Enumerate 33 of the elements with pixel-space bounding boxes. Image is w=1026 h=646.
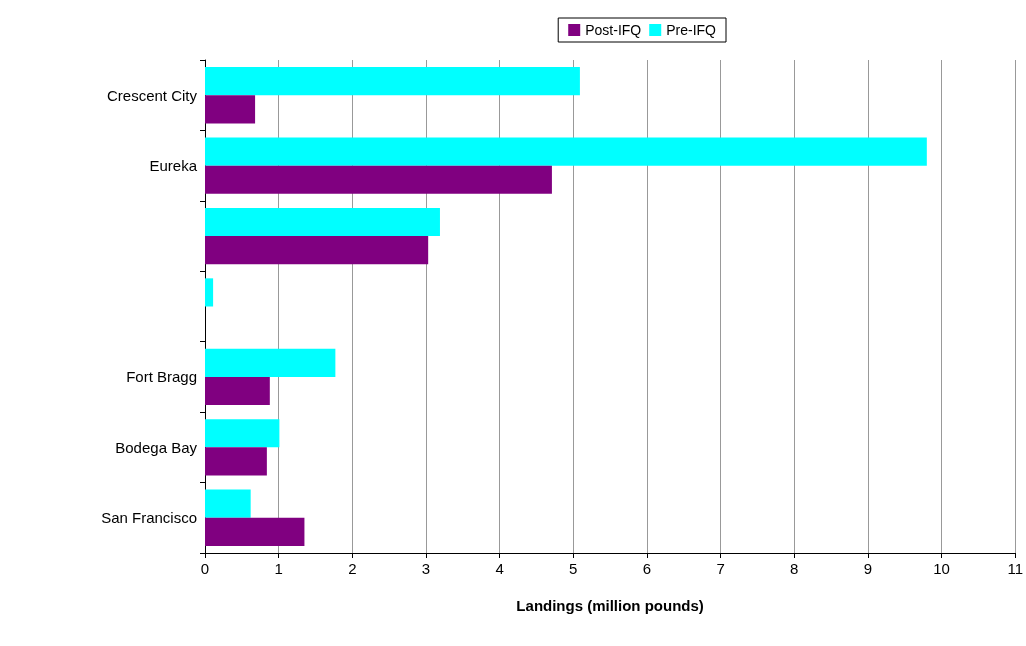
x-tick-label: 4 (495, 560, 504, 577)
x-tick-label: 9 (863, 560, 873, 577)
y-tick-label: Bodega Bay (115, 438, 198, 456)
x-tick-label: 6 (642, 560, 652, 577)
legend-label: Pre-IFQ (666, 22, 717, 38)
bar (205, 517, 305, 546)
y-tick-label: Eureka (149, 157, 198, 175)
x-tick-label: 5 (569, 560, 578, 577)
bar (205, 207, 440, 237)
x-axis-title: Landings (million pounds) (516, 597, 704, 614)
x-tick-label: 10 (933, 560, 950, 577)
bar (205, 236, 429, 265)
y-tick-label: San Francisco (101, 509, 197, 527)
bar (205, 278, 214, 307)
bar (205, 489, 251, 518)
x-tick-label: 11 (1007, 560, 1023, 577)
legend-label: Post-IFQ (585, 22, 642, 38)
x-tick-label: 1 (274, 560, 283, 577)
y-tick-label: Crescent City (106, 86, 198, 104)
bar (205, 95, 256, 124)
x-tick-label: 0 (200, 560, 210, 577)
y-tick-label: Fort Bragg (126, 368, 197, 386)
bar (205, 447, 267, 476)
bar (205, 348, 336, 377)
bar (205, 137, 927, 166)
bar (205, 165, 552, 194)
bar (205, 376, 270, 406)
x-tick-label: 8 (790, 560, 799, 577)
x-tick-label: 3 (421, 560, 431, 577)
x-tick-label: 7 (716, 560, 725, 577)
bar (205, 419, 280, 448)
x-tick-label: 2 (348, 560, 357, 577)
bar (205, 67, 580, 96)
